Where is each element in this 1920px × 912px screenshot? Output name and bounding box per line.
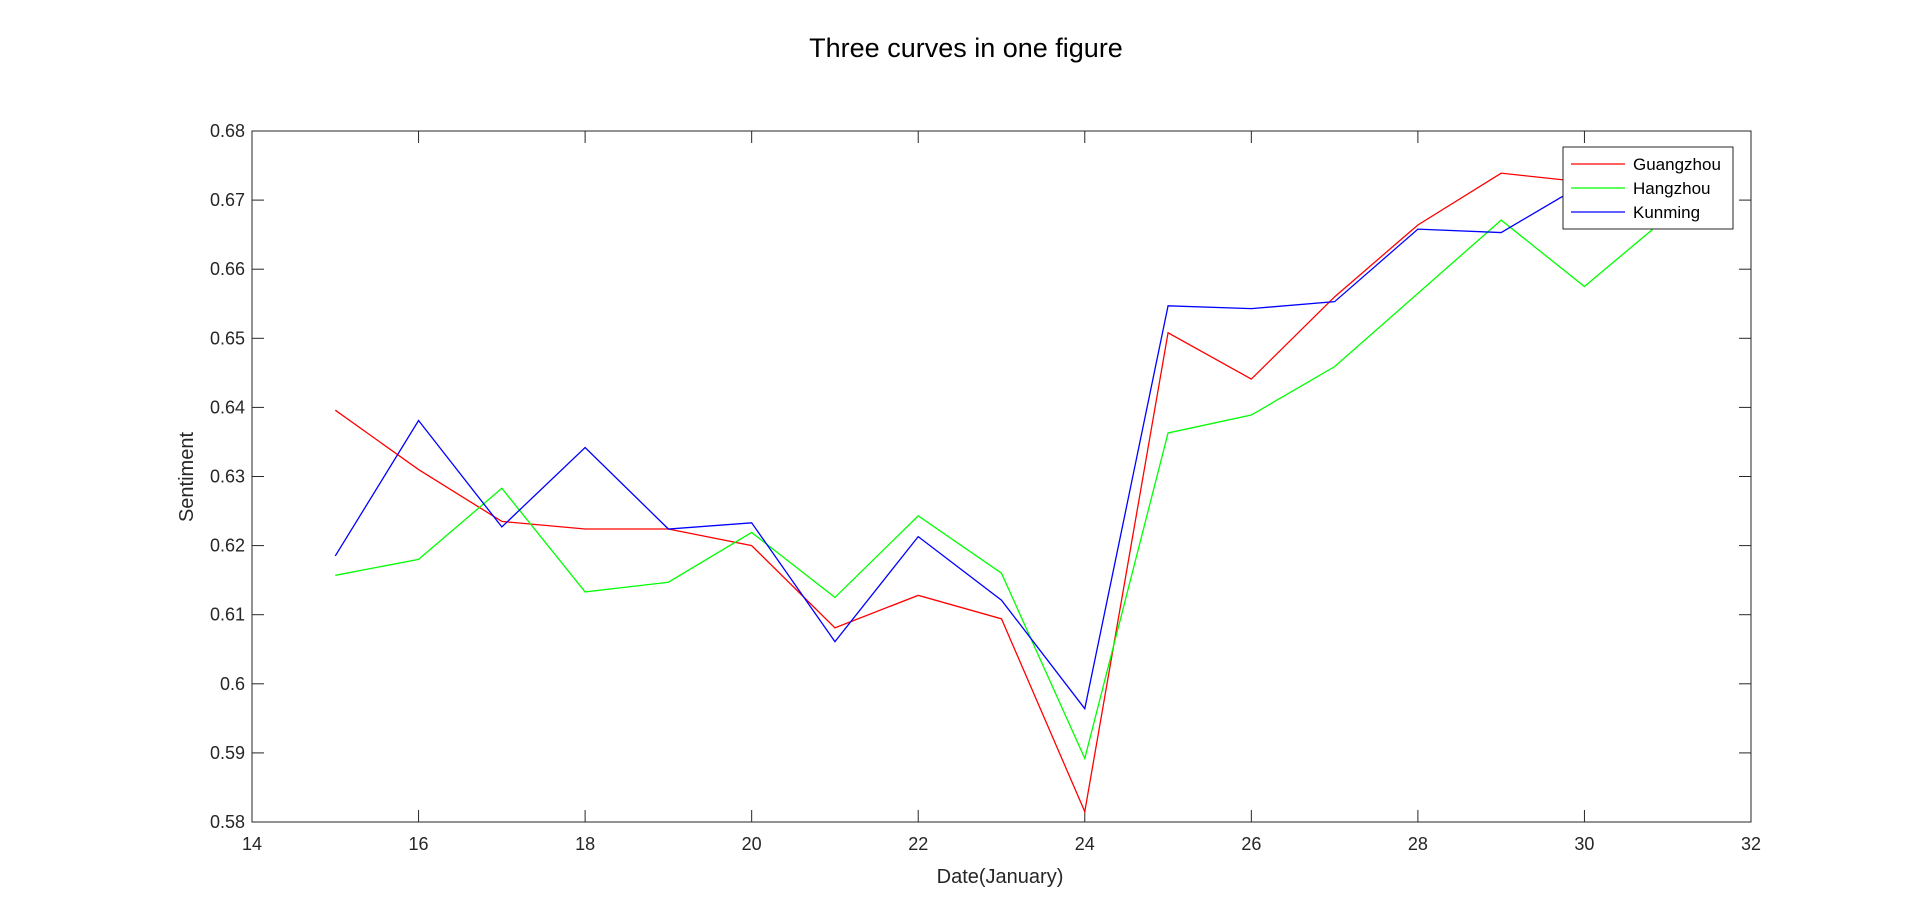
y-tick-label-10: 0.68 (210, 121, 245, 141)
x-tick-label-8: 30 (1574, 834, 1594, 854)
y-tick-label-6: 0.64 (210, 397, 245, 417)
x-tick-label-0: 14 (242, 834, 262, 854)
x-axis-label: Date(January) (937, 866, 1064, 888)
x-tick-label-5: 24 (1075, 834, 1095, 854)
x-tick-label-4: 22 (908, 834, 928, 854)
x-tick-label-7: 28 (1408, 834, 1428, 854)
y-tick-label-9: 0.67 (210, 190, 245, 210)
chart-title: Three curves in one figure (809, 33, 1123, 63)
y-axis-label: Sentiment (176, 432, 198, 522)
plot-area: 14 16 18 20 22 24 26 28 30 32 0.58 0.59 0.6 0.61 0.62 0… (210, 121, 1761, 854)
legend-label-hangzhou: Hangzhou (1633, 179, 1711, 198)
y-tick-label-3: 0.61 (210, 605, 245, 625)
y-tick-label-5: 0.63 (210, 467, 245, 487)
legend: Guangzhou Hangzhou Kunming (1562, 146, 1734, 230)
y-tick-label-0: 0.58 (210, 812, 245, 832)
x-tick-label-9: 32 (1741, 834, 1761, 854)
plot-box (251, 130, 1752, 823)
x-tick-label-2: 18 (575, 834, 595, 854)
y-tick-label-4: 0.62 (210, 536, 245, 556)
x-tick-label-6: 26 (1241, 834, 1261, 854)
x-tick-label-1: 16 (409, 834, 429, 854)
y-tick-label-1: 0.59 (210, 743, 245, 763)
series-line-hangzhou (335, 216, 1669, 761)
legend-label-kunming: Kunming (1633, 203, 1700, 222)
y-tick-label-8: 0.66 (210, 259, 245, 279)
y-tick-label-2: 0.6 (220, 674, 245, 694)
y-tick-label-7: 0.65 (210, 328, 245, 348)
series-line-guangzhou (334, 172, 1668, 814)
legend-label-guangzhou: Guangzhou (1633, 155, 1721, 174)
series-line-kunming (334, 158, 1668, 711)
x-tick-label-3: 20 (742, 834, 762, 854)
